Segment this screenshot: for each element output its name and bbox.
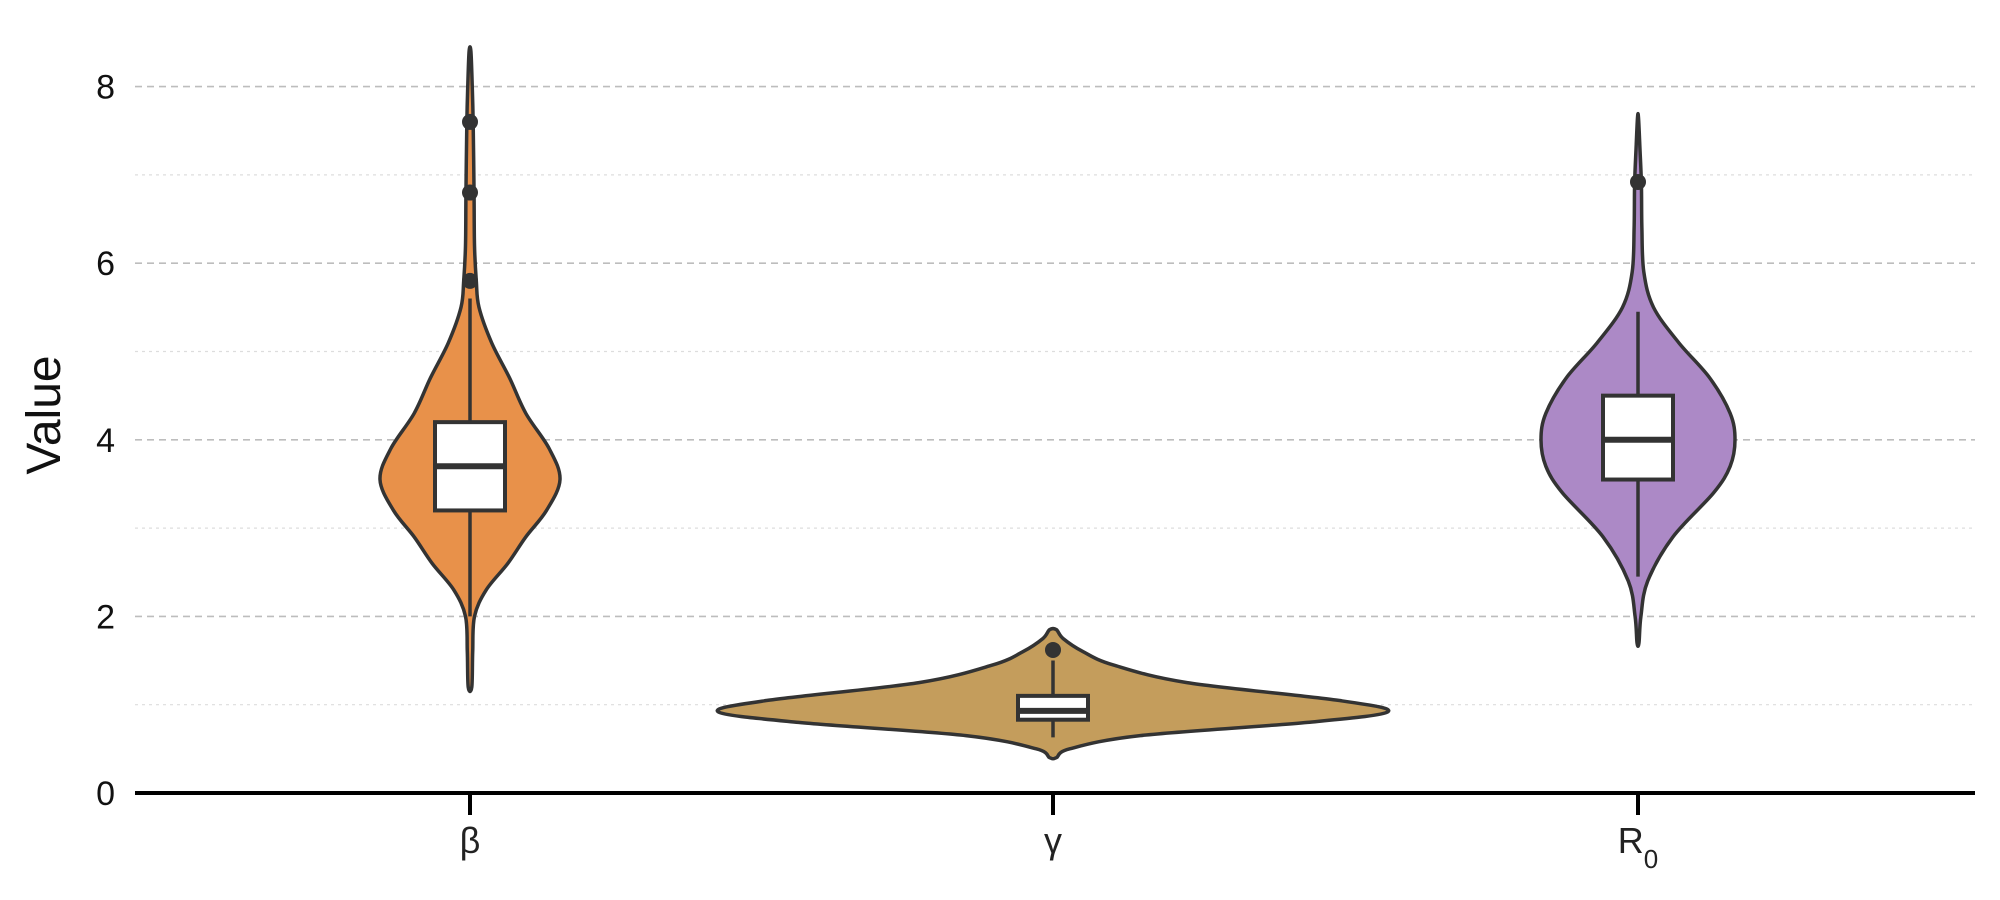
violins [378,45,1737,761]
y-tick-label: 6 [96,245,115,283]
violin-0 [378,45,562,694]
box [1016,693,1090,722]
outlier-point [1630,173,1646,190]
outlier-point [462,272,478,289]
axes: 0 2 4 6 8 β γ R0 [96,69,1975,874]
outlier-point [462,113,478,130]
y-tick-label: 0 [96,775,115,813]
x-tick-label: γ [1044,820,1062,861]
x-tick-label-subscript: 0 [1644,844,1658,874]
violin-1 [715,626,1391,761]
y-tick-label: 4 [96,422,115,460]
outlier-point [462,184,478,201]
x-tick-label: β [460,820,481,861]
outlier-point [1045,641,1061,658]
x-tick-label: R0 [1618,820,1658,874]
y-axis-label: Value [18,355,71,474]
y-tick-label: 8 [96,69,115,107]
y-tick-label: 2 [96,598,115,636]
violin-2 [1539,111,1737,648]
